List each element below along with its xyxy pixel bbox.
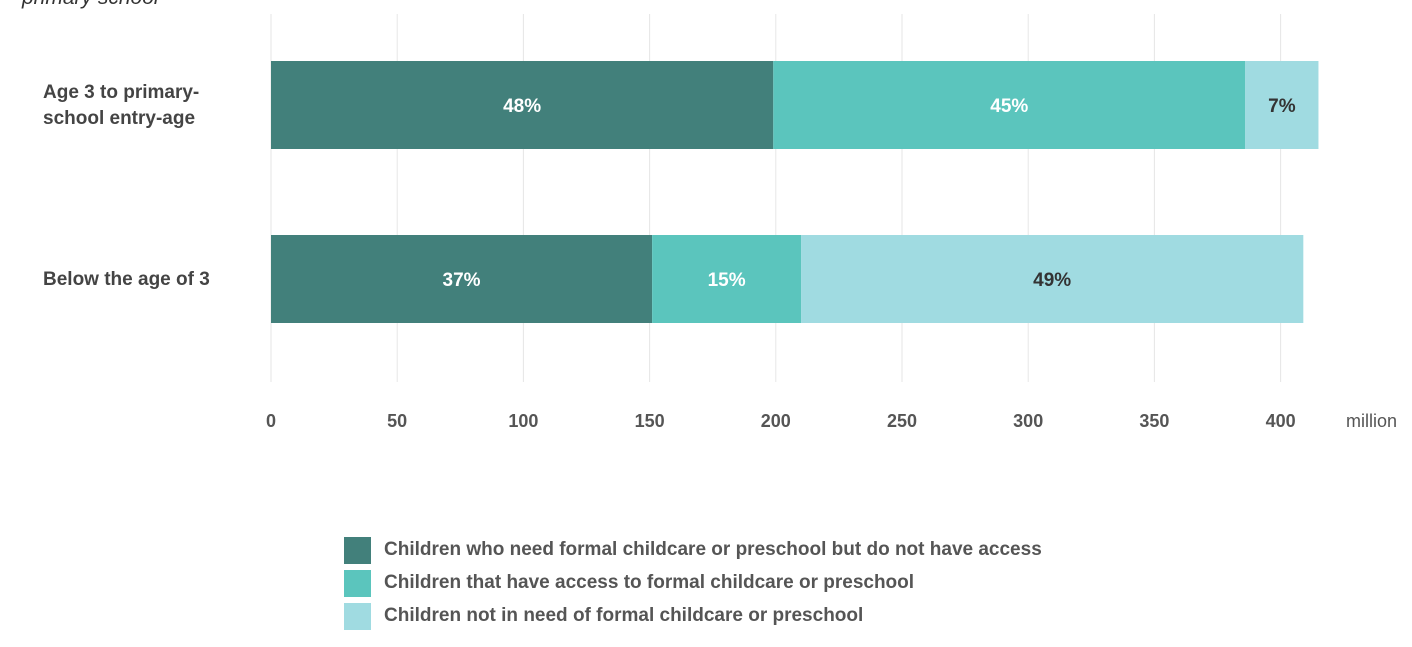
x-tick-label: 250 [887,411,917,431]
data-label: 37% [443,270,481,291]
legend-label: Children who need formal childcare or pr… [384,539,1042,560]
x-tick-label: 400 [1266,411,1296,431]
x-tick-label: 50 [387,411,407,431]
data-label: 45% [990,96,1028,117]
x-tick-label: 200 [761,411,791,431]
category-label: school entry-age [43,108,195,129]
bar-segment [801,235,1304,323]
category-label: Age 3 to primary- [43,82,199,103]
legend-label: Children not in need of formal childcare… [384,605,864,626]
data-label: 49% [1033,270,1071,291]
bar-segment [652,235,802,323]
category-label: Below the age of 3 [43,269,210,290]
x-tick-label: 300 [1013,411,1043,431]
x-tick-label: 100 [508,411,538,431]
data-label: 15% [708,270,746,291]
bar-segment [271,235,653,323]
bar-segment [773,61,1246,149]
legend-item: Children that have access to formal chil… [344,569,1042,597]
data-label: 7% [1268,96,1296,117]
chart-plot: 0 50 100 150 200 250 300 350 400 million Age 3 to … [43,14,1397,431]
legend-swatch [344,569,371,597]
x-tick-label: 150 [635,411,665,431]
x-unit-label: million [1346,411,1397,431]
legend-swatch [344,602,371,630]
legend-item: Children who need formal childcare or pr… [344,536,1042,564]
legend-swatch [344,536,371,564]
chart-legend: Children who need formal childcare or pr… [344,536,1042,635]
bar-segment [271,61,774,149]
bar-segment [1245,61,1319,149]
data-label: 48% [503,96,541,117]
legend-label: Children that have access to formal chil… [384,572,915,593]
legend-item: Children not in need of formal childcare… [344,602,1042,630]
x-tick-label: 0 [266,411,276,431]
chart-subtitle: primary school [22,0,159,10]
x-tick-label: 350 [1139,411,1169,431]
